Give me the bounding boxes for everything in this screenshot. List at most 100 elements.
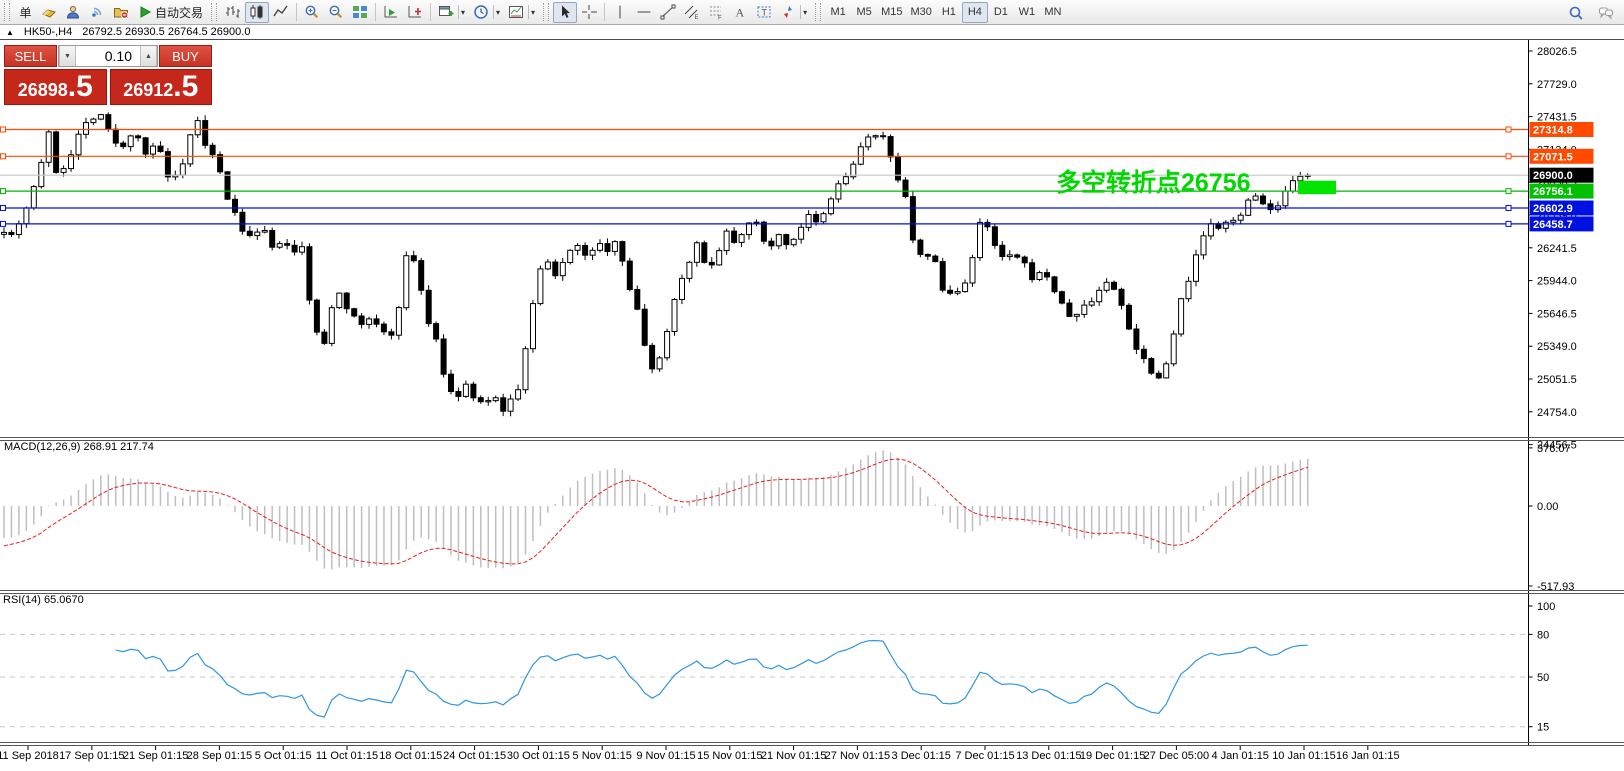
tf-m15-button[interactable]: M15 — [877, 2, 906, 23]
collapse-icon[interactable]: ▲ — [6, 27, 14, 37]
svg-text:-517.93: -517.93 — [1537, 581, 1574, 593]
label-button[interactable]: T — [752, 2, 776, 23]
vertical-line-button[interactable] — [608, 2, 632, 23]
fibonacci-button[interactable]: F — [704, 2, 728, 23]
svg-text:26458.7: 26458.7 — [1533, 219, 1573, 231]
lot-stepper: ▼ ▲ — [58, 45, 158, 67]
lot-increase-button[interactable]: ▲ — [140, 46, 157, 66]
market-watch-button[interactable] — [37, 2, 61, 23]
chat-icon — [1598, 5, 1614, 21]
auto-scroll-icon — [383, 4, 399, 20]
rsi-panel: 100 80 50 15 — [0, 601, 1555, 734]
svg-text:24754.0: 24754.0 — [1537, 407, 1577, 419]
tf-h4-button[interactable]: H4 — [961, 1, 988, 23]
lot-decrease-button[interactable]: ▼ — [59, 46, 76, 66]
new-chart-icon — [438, 4, 454, 20]
trendline-button[interactable] — [656, 2, 680, 23]
history-center-button[interactable] — [109, 2, 133, 23]
cursor-icon — [557, 4, 573, 20]
autotrading-button[interactable]: 自动交易 — [133, 2, 207, 23]
sell-price-box[interactable]: 26898.5 — [4, 69, 107, 105]
panel-separator[interactable] — [0, 437, 1624, 441]
chart-shift-button[interactable] — [403, 2, 427, 23]
svg-text:7 Dec 01:15: 7 Dec 01:15 — [955, 750, 1014, 762]
tf-h4-button-label: H4 — [967, 6, 982, 18]
tf-m1-button[interactable]: M1 — [825, 2, 851, 23]
new-chart-button[interactable]: ▾ — [434, 2, 469, 23]
horizontal-line-button[interactable] — [632, 2, 656, 23]
svg-text:27071.5: 27071.5 — [1533, 151, 1573, 163]
navigator-button[interactable] — [61, 2, 85, 23]
tf-mn-button-label: MN — [1044, 6, 1062, 18]
svg-text:376.07: 376.07 — [1537, 443, 1571, 455]
cursor-button[interactable] — [553, 1, 578, 23]
zoom-out-icon — [328, 4, 344, 20]
buy-price-frac: .5 — [173, 70, 199, 103]
folder-red-icon — [113, 4, 129, 20]
svg-text:E: E — [695, 15, 699, 20]
hline-icon — [636, 4, 652, 20]
zoom-in-icon — [304, 4, 320, 20]
zoom-out-button[interactable] — [324, 2, 348, 23]
tf-h1-button[interactable]: H1 — [936, 2, 962, 23]
tf-m5-button[interactable]: M5 — [851, 2, 877, 23]
candlestick-button[interactable] — [245, 1, 270, 23]
svg-text:13 Dec 01:15: 13 Dec 01:15 — [1016, 750, 1081, 762]
pivot-annotation[interactable]: 多空转折点26756 — [1056, 168, 1251, 197]
rsi-indicator-label: RSI(14) 65.0670 — [3, 594, 84, 606]
chart-shift-icon — [407, 4, 423, 20]
signals-button[interactable] — [85, 2, 109, 23]
crosshair-button[interactable] — [577, 2, 601, 23]
line-chart-icon — [273, 4, 289, 20]
svg-text:5 Nov 01:15: 5 Nov 01:15 — [573, 750, 632, 762]
svg-text:27314.8: 27314.8 — [1533, 125, 1573, 137]
timeframe-group: M1 M5 M15 M30 H1 H4 D1 W1 MN — [825, 1, 1066, 23]
sell-price-frac: .5 — [67, 70, 93, 103]
new-order-button-label: 单 — [19, 5, 32, 20]
trendline-icon — [660, 4, 676, 20]
auto-scroll-button[interactable] — [379, 2, 403, 23]
panel-separator[interactable] — [0, 742, 1624, 746]
tf-d1-button-label: D1 — [993, 6, 1008, 18]
horizontal-levels-layer[interactable] — [0, 126, 1528, 227]
tf-h1-button-label: H1 — [941, 6, 956, 18]
tile-windows-button[interactable] — [348, 2, 372, 23]
gold-icon — [41, 4, 57, 20]
highlight-zone[interactable] — [1298, 180, 1336, 195]
svg-text:25349.0: 25349.0 — [1537, 341, 1577, 353]
tf-d1-button[interactable]: D1 — [988, 2, 1014, 23]
tile-windows-icon — [352, 4, 368, 20]
new-order-button[interactable]: 单 — [14, 2, 37, 23]
text-icon: A — [732, 4, 748, 20]
buy-button[interactable]: BUY — [159, 45, 212, 67]
svg-text:16 Jan 01:15: 16 Jan 01:15 — [1336, 750, 1400, 762]
dropdown-caret-icon: ▾ — [800, 5, 807, 19]
templates-button[interactable]: ▾ — [504, 2, 539, 23]
lot-size-input[interactable] — [76, 46, 140, 66]
sell-button[interactable]: SELL — [4, 45, 57, 67]
dropdown-caret-icon: ▾ — [528, 5, 535, 19]
toolbar-separator — [430, 3, 432, 21]
periods-button[interactable]: ▾ — [469, 2, 504, 23]
search-button[interactable] — [1564, 2, 1588, 23]
toolbar-grip — [211, 3, 218, 21]
svg-text:21 Nov 01:15: 21 Nov 01:15 — [761, 750, 826, 762]
zoom-in-button[interactable] — [300, 2, 324, 23]
svg-text:100: 100 — [1537, 601, 1555, 613]
tf-m30-button[interactable]: M30 — [906, 2, 935, 23]
panel-separator[interactable] — [0, 590, 1624, 594]
arrows-button[interactable]: ▾ — [776, 2, 811, 23]
line-chart-button[interactable] — [269, 2, 293, 23]
channel-button[interactable]: E — [680, 2, 704, 23]
buy-price-box[interactable]: 26912.5 — [109, 69, 212, 105]
text-button[interactable]: A — [728, 2, 752, 23]
tf-mn-button[interactable]: MN — [1040, 2, 1066, 23]
svg-text:18 Oct 01:15: 18 Oct 01:15 — [379, 750, 442, 762]
clock-icon — [473, 4, 489, 20]
tf-w1-button[interactable]: W1 — [1014, 2, 1040, 23]
chat-button[interactable] — [1594, 2, 1618, 23]
bar-chart-button[interactable] — [221, 2, 245, 23]
chart-area[interactable]: 多空转折点2675628026.527729.027431.527134.026… — [0, 40, 1624, 771]
chart-symbol-period: HK50-,H4 — [23, 26, 73, 38]
toolbar-grip — [543, 3, 550, 21]
